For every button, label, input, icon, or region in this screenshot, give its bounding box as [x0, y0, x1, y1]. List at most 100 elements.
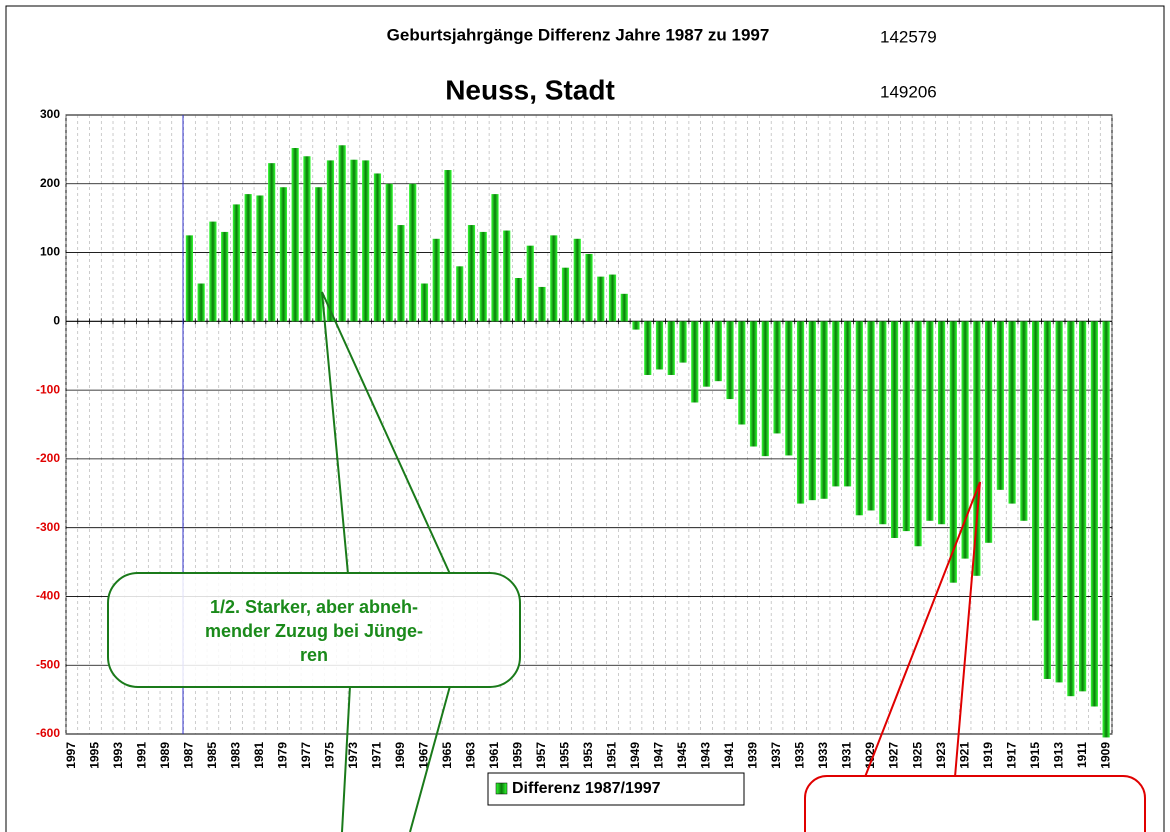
x-tick-label: 1965: [440, 742, 454, 769]
bar: [385, 183, 393, 322]
bar: [315, 187, 323, 322]
bar: [655, 321, 664, 370]
bar: [350, 159, 358, 322]
x-tick-label: 1971: [370, 742, 384, 769]
x-tick-label: 1917: [1004, 742, 1018, 769]
chart-title: Geburtsjahrgänge Differenz Jahre 1987 zu…: [387, 25, 770, 44]
bar: [832, 321, 840, 487]
x-tick-label: 1915: [1028, 742, 1042, 769]
bar: [937, 321, 946, 525]
x-tick-label: 1993: [111, 742, 125, 769]
x-tick-label: 1927: [887, 742, 901, 769]
x-tick-label: 1931: [840, 742, 854, 769]
x-tick-label: 1955: [558, 742, 572, 769]
bar: [597, 276, 605, 322]
bar: [1067, 321, 1075, 697]
bar: [432, 238, 440, 322]
x-tick-label: 1943: [699, 742, 713, 769]
x-tick-label: 1995: [88, 742, 102, 769]
annotation-box: [107, 572, 521, 688]
bar: [1032, 321, 1040, 621]
x-tick-label: 1961: [487, 742, 501, 769]
bar: [550, 235, 558, 322]
bar: [185, 235, 194, 322]
bar: [362, 160, 370, 322]
bar: [949, 321, 957, 583]
bar: [1102, 321, 1110, 738]
bar: [209, 221, 217, 322]
bar: [644, 321, 652, 375]
y-tick-label: -600: [36, 726, 60, 740]
bar: [973, 321, 981, 576]
bar: [397, 225, 405, 322]
bar: [620, 293, 628, 322]
bar: [467, 225, 476, 322]
bar: [256, 195, 264, 322]
x-tick-label: 1911: [1075, 742, 1089, 768]
annotation-box: [804, 775, 1146, 832]
y-tick-label: 0: [53, 314, 60, 328]
x-tick-label: 1953: [581, 742, 595, 769]
x-tick-label: 1947: [652, 742, 666, 769]
bar: [561, 267, 570, 322]
bar: [691, 321, 699, 403]
bar: [914, 321, 922, 547]
bar: [491, 194, 499, 322]
bar: [820, 321, 828, 499]
x-tick-label: 1921: [957, 742, 971, 769]
y-tick-label: 200: [40, 176, 60, 190]
x-tick-label: 1909: [1098, 742, 1112, 769]
bar: [773, 321, 781, 434]
bar: [420, 283, 429, 322]
bar: [1020, 321, 1028, 521]
bar: [268, 163, 276, 322]
x-tick-label: 1923: [934, 742, 948, 769]
bar: [843, 321, 852, 487]
bar: [1043, 321, 1051, 679]
y-tick-label: -500: [36, 657, 60, 671]
bar: [726, 321, 734, 400]
x-tick-label: 1989: [158, 742, 172, 769]
annotation-text: ren: [300, 645, 328, 665]
x-tick-label: 1981: [252, 742, 266, 769]
bar: [738, 321, 746, 425]
x-tick-label: 1997: [64, 742, 78, 769]
bar: [291, 148, 299, 322]
bar: [632, 321, 640, 330]
x-tick-label: 1957: [534, 742, 548, 769]
x-tick-label: 1945: [675, 742, 689, 769]
bar: [996, 321, 1004, 490]
callout-pointer: [864, 481, 981, 778]
x-tick-label: 1919: [981, 742, 995, 769]
x-tick-label: 1929: [863, 742, 877, 769]
bar: [867, 321, 875, 511]
x-tick-label: 1987: [182, 742, 196, 769]
x-tick-label: 1977: [299, 742, 313, 769]
x-tick-label: 1939: [746, 742, 760, 769]
x-tick-label: 1949: [628, 742, 642, 769]
bar: [244, 194, 252, 322]
bar: [1008, 321, 1016, 504]
bar: [902, 321, 910, 532]
y-tick-label: -200: [36, 451, 60, 465]
bar: [197, 283, 205, 322]
bar: [961, 321, 969, 559]
bar: [667, 321, 675, 375]
x-tick-label: 1983: [229, 742, 243, 769]
bar: [855, 321, 863, 516]
bar: [808, 321, 816, 501]
bar: [714, 321, 722, 382]
bar: [785, 321, 793, 456]
x-tick-label: 1979: [276, 742, 290, 769]
y-tick-label: -400: [36, 589, 60, 603]
subtitle-number: 149206: [880, 82, 937, 101]
y-tick-label: -100: [36, 382, 60, 396]
chart-subtitle: Neuss, Stadt: [445, 74, 615, 105]
bar: [796, 321, 805, 504]
x-tick-label: 1935: [793, 742, 807, 769]
bar: [890, 321, 899, 538]
bar: [503, 230, 511, 322]
bar: [608, 274, 617, 322]
bar: [444, 170, 452, 322]
